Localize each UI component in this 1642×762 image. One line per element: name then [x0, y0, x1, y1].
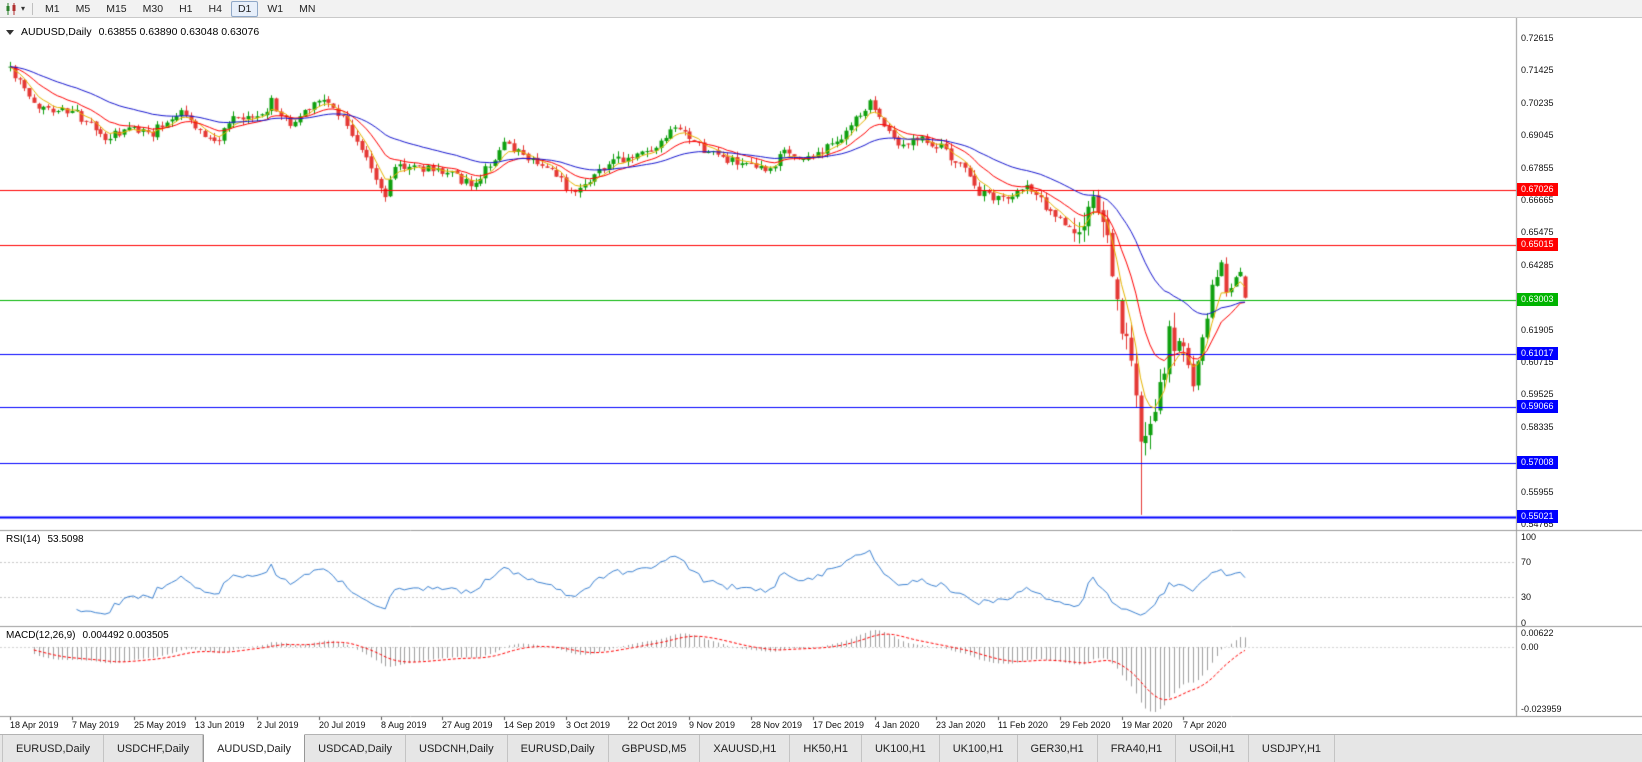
rsi-value: 53.5098 — [47, 534, 84, 545]
timeframe-toolbar: ▾ M1 M5 M15 M30 H1 H4 D1 W1 MN — [0, 0, 1642, 18]
date-axis-label: 4 Jan 2020 — [875, 720, 920, 730]
date-axis-label: 18 Apr 2019 — [10, 720, 59, 730]
macd-axis-label: -0.023959 — [1521, 704, 1562, 714]
chart-tab-3-usdcad-daily[interactable]: USDCAD,Daily — [305, 735, 407, 762]
rsi-axis-label: 70 — [1521, 557, 1532, 568]
date-axis-label: 8 Aug 2019 — [381, 720, 427, 730]
chart-tabs-bar: EURUSD,Daily USDCHF,Daily AUDUSD,Daily USDC… — [0, 734, 1642, 762]
date-axis-label: 3 Oct 2019 — [566, 720, 611, 730]
chart-tab-13-usoil-h1[interactable]: USOil,H1 — [1176, 735, 1249, 762]
macd-axis-label: 0.00622 — [1521, 628, 1554, 638]
price-axis-label: 0.64285 — [1521, 259, 1554, 270]
timeframe-button-m30[interactable]: M30 — [142, 2, 164, 15]
timeframe-button-mn[interactable]: MN — [299, 2, 316, 15]
chart-tab-1-usdchf-daily[interactable]: USDCHF,Daily — [104, 735, 204, 762]
date-axis-label: 28 Nov 2019 — [751, 720, 803, 730]
date-axis-label: 25 May 2019 — [134, 720, 187, 730]
date-axis-label: 22 Oct 2019 — [628, 720, 678, 730]
date-axis-label: 23 Jan 2020 — [936, 720, 986, 730]
date-axis-label: 14 Sep 2019 — [504, 720, 556, 730]
rsi-axis-label: 100 — [1521, 532, 1537, 542]
timeframe-button-h4[interactable]: H4 — [208, 2, 222, 15]
chart-canvas[interactable] — [0, 18, 1642, 734]
chart-tab-0-eurusd-daily[interactable]: EURUSD,Daily — [2, 735, 104, 762]
price-line-badge: 0.67026 — [1517, 183, 1558, 197]
price-line-badge: 0.65015 — [1517, 237, 1558, 251]
date-axis-label: 20 Jul 2019 — [319, 720, 366, 730]
price-line-badge: 0.61017 — [1517, 346, 1558, 360]
chart-tab-10-uk100-h1[interactable]: UK100,H1 — [940, 735, 1018, 762]
chart-tab-7-xauusd-h1[interactable]: XAUUSD,H1 — [700, 735, 791, 762]
timeframe-button-m15[interactable]: M15 — [106, 2, 127, 15]
date-axis-label: 27 Aug 2019 — [442, 720, 493, 730]
chart-tab-2-audusd-daily[interactable]: AUDUSD,Daily — [203, 734, 306, 762]
price-axis-label: 0.67855 — [1521, 162, 1554, 173]
chart-tab-4-usdcnh-daily[interactable]: USDCNH,Daily — [406, 735, 508, 762]
date-axis-label: 29 Feb 2020 — [1060, 720, 1111, 730]
chart-tab-12-fra40-h1[interactable]: FRA40,H1 — [1098, 735, 1177, 762]
macd-axis-label: 0.00 — [1521, 642, 1539, 652]
date-axis-label: 7 Apr 2020 — [1183, 720, 1227, 730]
price-axis-label: 0.66665 — [1521, 194, 1554, 205]
price-axis-label: 0.70235 — [1521, 97, 1554, 108]
date-axis-label: 2 Jul 2019 — [257, 720, 299, 730]
date-axis-label: 11 Feb 2020 — [998, 720, 1048, 730]
toolbar-separator — [32, 2, 34, 15]
price-axis-label: 0.69045 — [1521, 130, 1554, 141]
price-axis-label: 0.54765 — [1521, 519, 1554, 529]
timeframe-button-m5[interactable]: M5 — [75, 2, 91, 15]
macd-indicator-label: MACD(12,26,9) 0.004492 0.003505 — [6, 630, 169, 641]
chart-title-ohlc: 0.63855 0.63890 0.63048 0.63076 — [98, 26, 260, 38]
price-axis-label: 0.59525 — [1521, 389, 1554, 400]
macd-values: 0.004492 0.003505 — [82, 630, 169, 641]
rsi-axis-label: 30 — [1521, 591, 1532, 602]
price-line-badge: 0.59066 — [1517, 399, 1558, 413]
price-axis-label: 0.71425 — [1521, 65, 1554, 76]
date-axis-label: 7 May 2019 — [72, 720, 120, 730]
price-line-badge: 0.63003 — [1517, 292, 1558, 306]
price-axis-label: 0.72615 — [1521, 32, 1554, 43]
rsi-name: RSI(14) — [6, 534, 41, 545]
price-axis-label: 0.60715 — [1521, 356, 1554, 367]
chart-title: AUDUSD,Daily 0.63855 0.63890 0.63048 0.6… — [6, 26, 259, 38]
timeframe-button-d1[interactable]: D1 — [230, 0, 259, 17]
price-axis-label: 0.58335 — [1521, 421, 1554, 432]
rsi-indicator-label: RSI(14) 53.5098 — [6, 534, 84, 545]
timeframe-button-w1[interactable]: W1 — [267, 2, 284, 15]
chart-tab-6-gbpusd-m5[interactable]: GBPUSD,M5 — [609, 735, 701, 762]
price-axis-label: 0.61905 — [1521, 324, 1554, 335]
chart-tab-11-ger30-h1[interactable]: GER30,H1 — [1018, 735, 1098, 762]
date-axis-label: 17 Dec 2019 — [813, 720, 865, 730]
chart-title-symbol: AUDUSD,Daily — [21, 26, 92, 38]
toolbar-dropdown-icon[interactable]: ▾ — [21, 4, 26, 13]
price-axis-label: 0.55955 — [1521, 486, 1554, 497]
symbol-dropdown-icon[interactable] — [6, 29, 14, 35]
chart-tab-9-uk100-h1[interactable]: UK100,H1 — [862, 735, 940, 762]
timeframe-button-h1[interactable]: H1 — [179, 2, 193, 15]
timeframe-buttons: M1 M5 M15 M30 H1 H4 D1 W1 MN — [37, 0, 323, 17]
price-axis-label: 0.65475 — [1521, 227, 1554, 238]
date-axis-label: 13 Jun 2019 — [195, 720, 245, 730]
date-axis-label: 19 Mar 2020 — [1122, 720, 1173, 730]
macd-name: MACD(12,26,9) — [6, 630, 76, 641]
chart-tab-5-eurusd-daily[interactable]: EURUSD,Daily — [508, 735, 609, 762]
timeframe-button-m1[interactable]: M1 — [45, 2, 60, 15]
date-axis-label: 9 Nov 2019 — [689, 720, 736, 730]
chart-tab-8-hk50-h1[interactable]: HK50,H1 — [790, 735, 862, 762]
chart-area: AUDUSD,Daily 0.63855 0.63890 0.63048 0.6… — [0, 18, 1642, 734]
price-line-badge: 0.57008 — [1517, 455, 1558, 469]
chart-tab-14-usdjpy-h1[interactable]: USDJPY,H1 — [1249, 735, 1336, 762]
chart-type-icon[interactable] — [5, 2, 19, 15]
price-line-badge: 0.55021 — [1517, 510, 1558, 524]
rsi-axis-label: 0 — [1521, 618, 1527, 628]
